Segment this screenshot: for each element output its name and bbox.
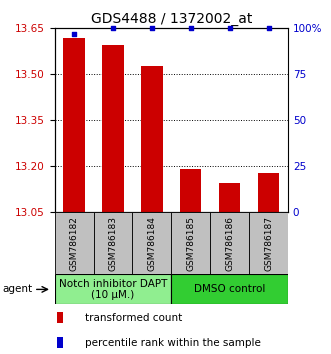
Point [71,31,77,37]
Text: GSM786185: GSM786185 [186,216,195,271]
Text: GSM786186: GSM786186 [225,216,234,271]
Text: GSM786187: GSM786187 [264,216,273,271]
Text: percentile rank within the sample: percentile rank within the sample [85,338,261,348]
Text: GSM786184: GSM786184 [147,216,156,271]
Point [227,25,232,31]
Point [110,25,116,31]
Bar [57,312,64,323]
Bar [210,212,249,274]
Text: agent: agent [3,284,33,295]
Text: DMSO control: DMSO control [194,284,265,295]
Bar [102,45,124,212]
Bar [55,274,171,304]
Bar [63,38,85,212]
Text: GSM786183: GSM786183 [109,216,118,271]
Bar [219,183,240,212]
Bar [249,212,288,274]
Bar [141,66,163,212]
Text: Notch inhibitor DAPT
(10 μM.): Notch inhibitor DAPT (10 μM.) [59,279,167,300]
Title: GDS4488 / 1372002_at: GDS4488 / 1372002_at [91,12,252,26]
Bar [55,212,93,274]
Bar [132,212,171,274]
Bar [93,212,132,274]
Bar [171,212,210,274]
Bar [258,172,279,212]
Bar [57,337,64,348]
Point [149,25,155,31]
Text: GSM786182: GSM786182 [70,216,78,271]
Bar [171,274,288,304]
Text: transformed count: transformed count [85,313,182,323]
Point [266,25,271,31]
Bar [180,170,202,212]
Point [188,25,193,31]
